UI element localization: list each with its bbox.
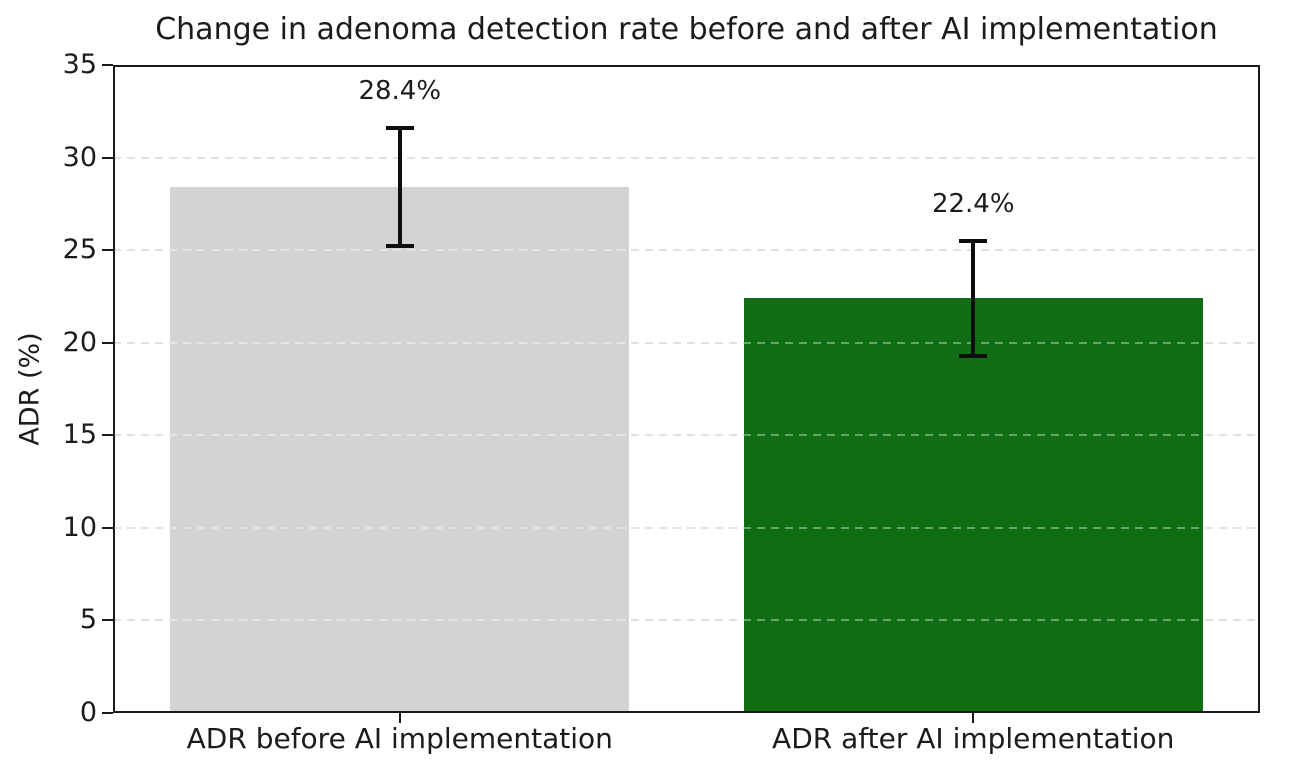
gridline — [113, 526, 1260, 529]
y-tick — [102, 434, 113, 437]
x-tick-label: ADR after AI implementation — [772, 722, 1175, 755]
gridline — [113, 156, 1260, 159]
gridline — [113, 249, 1260, 252]
y-tick — [102, 249, 113, 252]
bar-value-label: 28.4% — [358, 75, 442, 106]
y-tick-label: 35 — [62, 49, 97, 80]
error-bar-cap-bottom — [385, 244, 414, 249]
y-tick — [102, 526, 113, 529]
y-tick — [102, 619, 113, 622]
y-tick-label: 30 — [62, 141, 97, 173]
error-bar — [397, 127, 402, 247]
x-tick — [972, 713, 975, 723]
gridline-overlay — [113, 619, 1260, 622]
gridline-overlay — [113, 249, 1260, 252]
gridline-overlay — [113, 156, 1260, 159]
y-tick-label: 5 — [79, 604, 97, 636]
bar — [170, 187, 630, 713]
y-tick-label: 15 — [62, 419, 97, 451]
gridline — [113, 341, 1260, 344]
gridline — [113, 434, 1260, 437]
bar — [743, 298, 1203, 713]
y-tick — [102, 64, 113, 66]
y-tick-label: 0 — [79, 697, 97, 728]
bar-value-label: 22.4% — [931, 188, 1015, 219]
x-tick-label: ADR before AI implementation — [186, 722, 613, 755]
chart-title: Change in adenoma detection rate before … — [155, 12, 1218, 47]
y-tick — [102, 341, 113, 344]
gridline-overlay — [113, 526, 1260, 529]
y-tick — [102, 156, 113, 159]
gridline — [113, 619, 1260, 622]
y-tick-label: 10 — [62, 511, 97, 543]
x-tick — [398, 713, 401, 723]
error-bar-cap-bottom — [959, 353, 988, 358]
y-tick — [102, 712, 113, 714]
error-bar-cap-top — [385, 125, 414, 130]
gridline-overlay — [113, 434, 1260, 437]
plot-area: 28.4% 22.4% — [113, 65, 1260, 713]
gridline-overlay — [113, 341, 1260, 344]
error-bar — [971, 240, 976, 356]
y-tick-label: 20 — [62, 326, 97, 358]
error-bar-cap-top — [959, 238, 988, 243]
y-tick-label: 25 — [62, 234, 97, 266]
